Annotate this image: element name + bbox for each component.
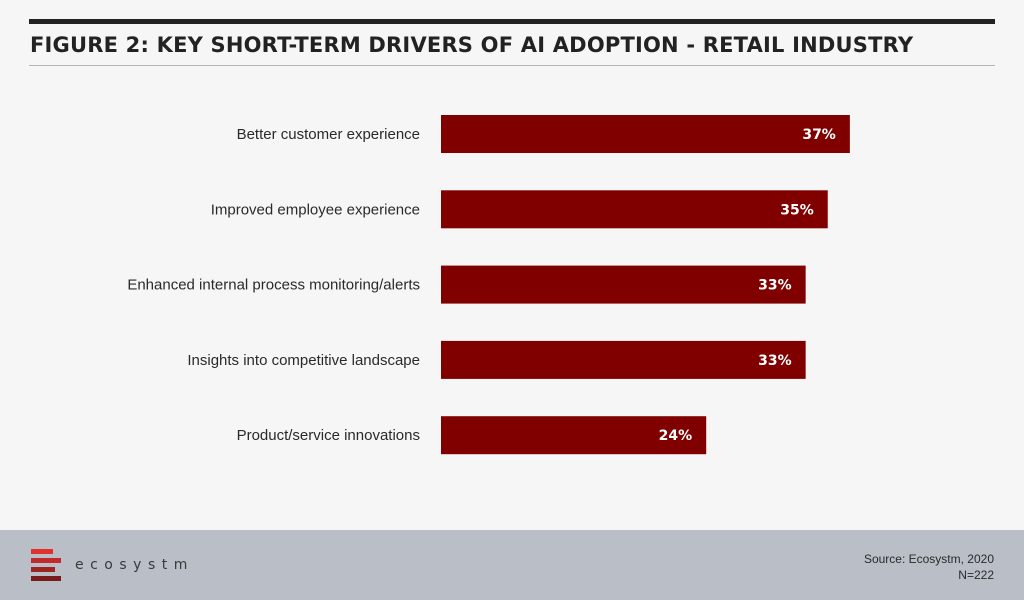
bar-value-label: 37% — [802, 127, 836, 143]
footer: ecosystm Source: Ecosystm, 2020 N=222 — [0, 530, 1024, 600]
bar — [441, 340, 806, 379]
ecosystm-logo-icon — [31, 549, 61, 581]
top-rule — [29, 19, 995, 24]
bar — [441, 115, 850, 153]
bar — [441, 416, 707, 455]
logo-wordmark: ecosystm — [75, 557, 194, 573]
bar-chart: Better customer experience 37% Improved em… — [127, 115, 850, 455]
category-label: Improved employee experience — [211, 201, 420, 218]
bar-group: Enhanced internal process monitoring/ale… — [127, 265, 806, 304]
sample-size: N=222 — [958, 568, 994, 582]
chart-title: FIGURE 2: KEY SHORT-TERM DRIVERS OF AI A… — [30, 33, 914, 57]
category-label: Better customer experience — [237, 126, 420, 143]
bar-value-label: 33% — [758, 278, 792, 294]
bar-group: Product/service innovations 24% — [237, 416, 707, 455]
category-label: Product/service innovations — [237, 427, 420, 444]
bar-group: Improved employee experience 35% — [211, 190, 828, 229]
category-label: Enhanced internal process monitoring/ale… — [127, 277, 420, 294]
category-label: Insights into competitive landscape — [187, 352, 420, 369]
bar-group: Better customer experience 37% — [237, 115, 850, 153]
bar-value-label: 33% — [758, 353, 792, 369]
bar-group: Insights into competitive landscape 33% — [187, 340, 806, 379]
bar-value-label: 24% — [659, 428, 693, 444]
source-note: Source: Ecosystm, 2020 N=222 — [864, 551, 994, 583]
bar — [441, 265, 806, 304]
bar-value-label: 35% — [780, 202, 814, 218]
bar — [441, 190, 828, 229]
title-divider — [29, 65, 995, 66]
source-text: Source: Ecosystm, 2020 — [863, 552, 994, 566]
